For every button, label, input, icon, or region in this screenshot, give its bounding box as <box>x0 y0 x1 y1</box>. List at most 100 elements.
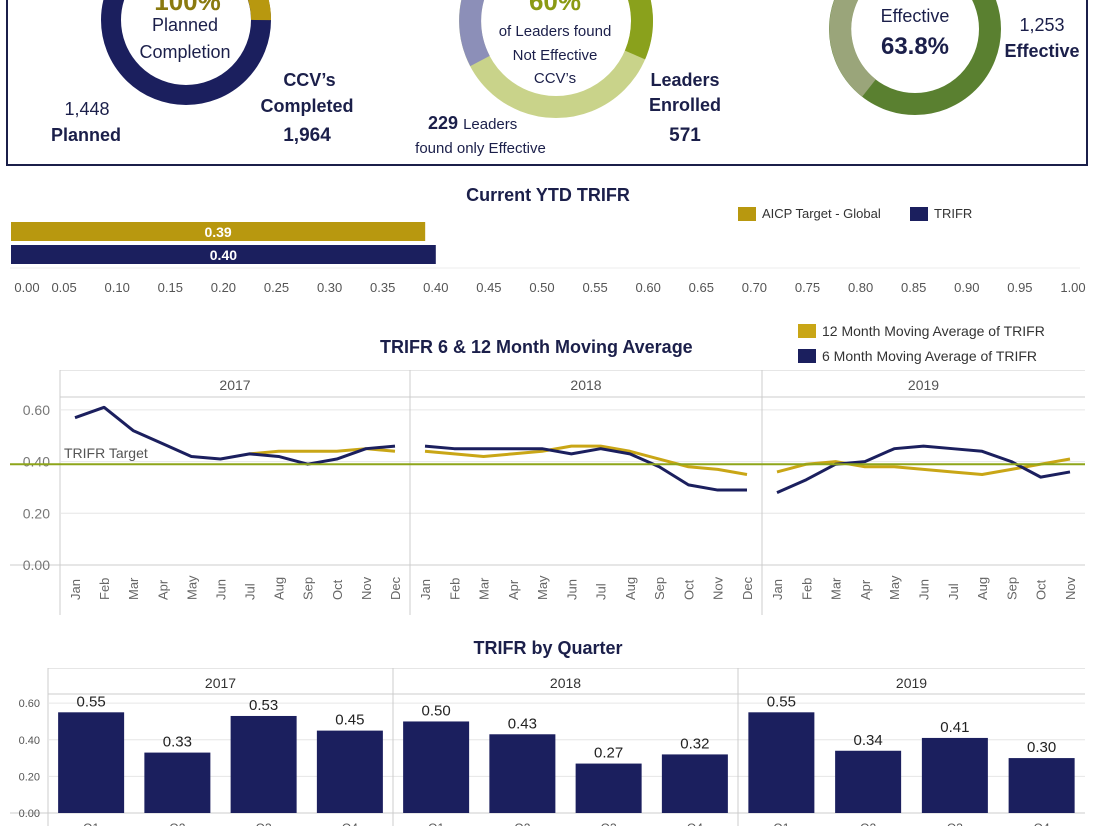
ytd-tick-label: 0.75 <box>795 280 820 295</box>
q-bar <box>58 712 125 813</box>
ma-panel-label: 2019 <box>908 377 939 393</box>
ma-month-label: Apr <box>858 579 873 600</box>
effective-value: 1,253 <box>1019 15 1065 35</box>
ma-month-label: Jul <box>946 583 961 600</box>
ytd-bar-label: 0.40 <box>210 247 237 263</box>
q-bar-label: 0.41 <box>940 719 969 736</box>
ma-line-6-month <box>776 444 1071 495</box>
q-y-tick-label: 0.60 <box>19 698 40 710</box>
ytd-tick-label: 0.40 <box>423 280 448 295</box>
ma-y-tick-label: 0.60 <box>23 402 50 418</box>
ytd-bar-label: 0.39 <box>204 224 231 240</box>
ytd-tick-label: 0.15 <box>158 280 183 295</box>
donut-1-center-pct: 100% <box>154 0 221 16</box>
ccv-label: CCV’s <box>283 70 336 90</box>
q-bar-label: 0.33 <box>163 734 192 751</box>
completed-value: 1,964 <box>283 125 331 146</box>
q-y-tick-label: 0.40 <box>19 735 40 747</box>
q-category-label: Q1 <box>773 821 789 826</box>
q-category-label: Q2 <box>169 821 185 826</box>
q-bar-label: 0.43 <box>508 715 537 732</box>
ma-month-label: Jun <box>564 579 579 600</box>
ma-panel-label: 2017 <box>219 377 250 393</box>
ma-month-label: Nov <box>1063 576 1078 600</box>
ytd-bar-trifr <box>11 245 436 264</box>
q-bar <box>144 752 211 813</box>
q-bar-label: 0.53 <box>249 697 278 714</box>
effective-label: Effective <box>1004 41 1080 61</box>
q-bar-label: 0.50 <box>422 702 451 719</box>
moving-average-chart: 0.00 0.20 0.40 0.60 2017 Jan Feb Mar Apr May Jun Ju… <box>10 370 1085 615</box>
ma-month-label: Jan <box>68 579 83 600</box>
donut-planned-completion <box>101 0 272 105</box>
ytd-tick-label: 0.65 <box>689 280 714 295</box>
q-y-tick-label: 0.00 <box>19 808 40 820</box>
ytd-tick-label: 0.90 <box>954 280 979 295</box>
donut-2-segment-b <box>459 0 490 67</box>
donut-effective <box>829 0 1001 115</box>
q-bar <box>489 734 556 813</box>
q-bar <box>835 750 902 813</box>
ma-month-label: Sep <box>652 577 667 600</box>
ytd-tick-label: 1.00 <box>1060 280 1085 295</box>
ma-month-label: Mar <box>477 577 492 600</box>
ma-month-label: Jul <box>594 583 609 600</box>
only-effective-line2: found only Effective <box>415 140 546 157</box>
q-category-label: Q4 <box>687 821 703 826</box>
ma-month-label: Oct <box>681 579 696 600</box>
q-category-label: Q1 <box>83 821 99 826</box>
ma-month-label: Aug <box>975 577 990 600</box>
q-panel-label: 2017 <box>205 675 236 691</box>
ma-month-label: Nov <box>711 576 726 600</box>
legend-swatch-6m <box>798 349 816 363</box>
ma-month-label: Oct <box>1034 579 1049 600</box>
q-bar <box>921 737 988 813</box>
ma-month-label: Oct <box>330 579 345 600</box>
planned-label: Planned <box>50 125 121 145</box>
ytd-tick-label: 0.25 <box>264 280 289 295</box>
q-bar-label: 0.45 <box>335 712 364 729</box>
ma-y-tick-label: 0.20 <box>23 505 50 521</box>
ytd-legend-trifr: TRIFR <box>910 206 972 221</box>
q-bar-label: 0.34 <box>854 732 883 749</box>
q-category-label: Q3 <box>601 821 617 826</box>
enrolled-label1: Leaders <box>650 70 720 90</box>
legend-swatch-trifr <box>910 206 928 221</box>
ytd-legend-target: AICP Target - Global <box>738 206 881 221</box>
ytd-tick-label: 0.35 <box>370 280 395 295</box>
ma-line-6-month <box>74 405 396 466</box>
ytd-tick-label: 0.30 <box>317 280 342 295</box>
kpi-panel <box>6 0 1088 166</box>
q-bar-label: 0.55 <box>767 693 796 710</box>
legend-label-6m: 6 Month Moving Average of TRIFR <box>822 348 1038 364</box>
ma-legend-6: 6 Month Moving Average of TRIFR <box>798 348 1037 364</box>
ma-legend-12: 12 Month Moving Average of TRIFR <box>798 323 1045 339</box>
quarter-title: TRIFR by Quarter <box>473 638 623 658</box>
ma-month-label: Feb <box>447 578 462 600</box>
q-bar <box>1008 758 1075 813</box>
ma-month-label: Aug <box>272 577 287 600</box>
donut-1-segment <box>247 0 272 21</box>
ma-y-tick-label: 0.40 <box>23 454 50 470</box>
ma-month-label: Jun <box>917 579 932 600</box>
donut-2-center-line3: CCV’s <box>533 70 577 87</box>
donut-2-center-line1: of Leaders found <box>498 23 612 40</box>
q-bar-label: 0.32 <box>680 735 709 752</box>
ytd-tick-label: 0.45 <box>476 280 501 295</box>
q-bar <box>661 754 728 813</box>
q-category-label: Q2 <box>860 821 876 826</box>
ma-target-label: TRIFR Target <box>64 445 148 461</box>
ma-line-12-month <box>424 444 748 477</box>
enrolled-label2: Enrolled <box>648 95 721 115</box>
ytd-tick-label: 0.10 <box>105 280 130 295</box>
q-bar <box>403 721 470 813</box>
q-category-label: Q4 <box>1034 821 1050 826</box>
q-panel-label: 2019 <box>896 675 927 691</box>
q-bar <box>748 712 815 813</box>
legend-label-12m: 12 Month Moving Average of TRIFR <box>822 323 1045 339</box>
q-category-label: Q4 <box>342 821 358 826</box>
ytd-tick-label: 0.80 <box>848 280 873 295</box>
q-bar-label: 0.30 <box>1027 739 1056 756</box>
ma-month-label: Mar <box>126 577 141 600</box>
planned-value: 1,448 <box>64 99 110 119</box>
